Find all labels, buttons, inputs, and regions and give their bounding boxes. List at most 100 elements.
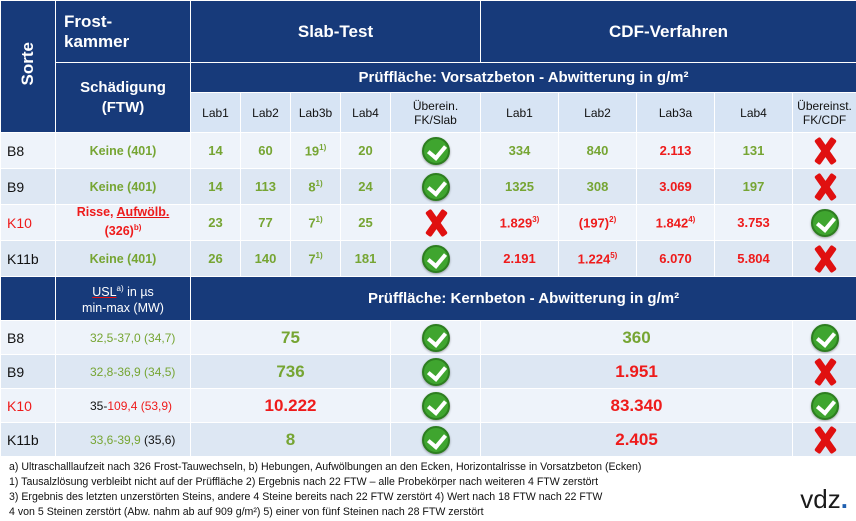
value-cell: 71)	[290, 240, 341, 277]
value-cell: 334	[480, 132, 560, 169]
agreement-cell	[389, 240, 482, 277]
damage-cell: Keine (401)	[55, 240, 191, 277]
value-text: 5.804	[737, 251, 770, 266]
sorte-cell: B8	[0, 320, 56, 355]
slab-test-header: Slab-Test	[189, 0, 482, 63]
value-cell: 1325	[480, 168, 560, 205]
value-text: 8	[308, 179, 316, 195]
footnote-marker: 3)	[532, 214, 540, 224]
lab-header: Lab1	[190, 92, 241, 133]
usl-mean: (34,7)	[140, 330, 176, 345]
uebereinst-slab-header: Überein. FK/Slab	[389, 92, 482, 133]
value-cell: 24	[340, 168, 391, 205]
agreement-cell	[389, 204, 482, 241]
value-text: 131	[742, 143, 765, 158]
value-text: 7	[308, 215, 316, 231]
footnotes: a) Ultraschalllaufzeit nach 326 Frost-Ta…	[9, 460, 789, 520]
prueffl-vorsatz-header: Prüffläche: Vorsatzbeton - Abwitterung i…	[189, 62, 856, 93]
value-text: 2.113	[659, 143, 692, 158]
value-text: 1.224	[577, 251, 611, 267]
kern-cdf-value: 1.951	[480, 354, 794, 389]
check-icon	[810, 391, 839, 420]
value-cell: 23	[190, 204, 241, 241]
kern-slab-value: 10.222	[190, 388, 391, 423]
value-cell: 2.113	[636, 132, 716, 169]
damage-text: Aufwölb.	[116, 205, 170, 220]
sorte-cell: K10	[0, 388, 56, 423]
value-text: (197)	[578, 215, 610, 231]
footnote-marker: 2)	[609, 214, 617, 224]
uebereinst-cdf-header: Übereinst. FK/CDF	[792, 92, 856, 133]
usl-cell: 32,5-37,0 (34,7)	[55, 320, 191, 355]
agreement-cell	[389, 422, 482, 457]
lab-header: Lab4	[340, 92, 391, 133]
lab-header: Lab1	[480, 92, 560, 133]
footnote-line: 3) Ergebnis des letzten unzerstörten Ste…	[9, 491, 603, 503]
kern-slab-value: 75	[190, 320, 391, 355]
usl-mean: (35,6)	[140, 432, 176, 447]
check-icon	[421, 244, 450, 273]
value-cell: 14	[190, 132, 241, 169]
value-cell: 6.070	[636, 240, 716, 277]
value-text: 181	[354, 251, 377, 266]
sorte-header: Sorte	[0, 0, 56, 133]
value-cell: 3.753	[714, 204, 794, 241]
value-cell: 60	[240, 132, 291, 169]
usl-range: 32,5-37,0	[90, 330, 141, 345]
agreement-cell	[792, 204, 856, 241]
damage-cell: Risse, Aufwölb. (326)b)	[55, 204, 191, 241]
value-text: 26	[208, 251, 223, 266]
table-row: K11b 33,6-39,9 (35,6) 8 2.405	[0, 422, 856, 457]
cross-icon	[811, 172, 839, 202]
usl-range: 35-	[90, 398, 108, 413]
kern-slab-value: 736	[190, 354, 391, 389]
footnote-marker: 1)	[315, 214, 323, 224]
value-text: 334	[508, 143, 531, 158]
check-icon	[421, 391, 450, 420]
agreement-cell	[389, 388, 482, 423]
value-text: 3.069	[659, 179, 692, 194]
usl-range: 33,6-39,9	[90, 432, 141, 447]
value-cell: 5.804	[714, 240, 794, 277]
value-text: 23	[208, 215, 223, 230]
value-cell: 3.069	[636, 168, 716, 205]
usl-cell: 33,6-39,9 (35,6)	[55, 422, 191, 457]
value-cell: 140	[240, 240, 291, 277]
cross-icon	[811, 136, 839, 166]
value-text: 1325	[505, 179, 534, 194]
sorte-cell: B9	[0, 168, 56, 205]
table-row: K10 35-109,4 (53,9) 10.222 83.340	[0, 388, 856, 423]
footnote-marker: 1)	[319, 142, 327, 152]
damage-cell: Keine (401)	[55, 132, 191, 169]
lab-header: Lab2	[240, 92, 291, 133]
table-row: B8 Keine (401) 14 60 191) 20 334 840 2.113 131	[0, 132, 856, 169]
table-row: K11b Keine (401) 26 140 71) 181 2.191 1.2245) 6.…	[0, 240, 856, 277]
value-cell: 14	[190, 168, 241, 205]
damage-text: (326)	[104, 224, 134, 239]
value-text: 6.070	[659, 251, 692, 266]
cross-icon	[811, 357, 839, 387]
usl-mean: (34,5)	[140, 364, 176, 379]
value-cell: 840	[558, 132, 638, 169]
agreement-cell	[389, 354, 482, 389]
table-row: B8 32,5-37,0 (34,7) 75 360	[0, 320, 856, 355]
check-icon	[421, 425, 450, 454]
value-cell: 77	[240, 204, 291, 241]
value-cell: 26	[190, 240, 241, 277]
agreement-cell	[792, 388, 856, 423]
lab-header: Lab4	[714, 92, 794, 133]
value-cell: 1.2245)	[558, 240, 638, 277]
frostkammer-header: Frost-kammer	[55, 0, 191, 63]
usl-cell: 35-109,4 (53,9)	[55, 388, 191, 423]
check-icon	[421, 323, 450, 352]
prueffl-kern-header: Prüffläche: Kernbeton - Abwitterung in g…	[189, 276, 856, 321]
footnote-marker: 4)	[688, 214, 696, 224]
damage-text: Keine (401)	[89, 179, 157, 194]
kern-cdf-value: 83.340	[480, 388, 794, 423]
footnote-line: 1) Tausalzlösung verbleibt nicht auf der…	[9, 476, 599, 488]
check-icon	[810, 323, 839, 352]
value-text: 140	[254, 251, 277, 266]
table-row: B9 Keine (401) 14 113 81) 24 1325 308 3.069 197	[0, 168, 856, 205]
agreement-cell	[792, 240, 856, 277]
